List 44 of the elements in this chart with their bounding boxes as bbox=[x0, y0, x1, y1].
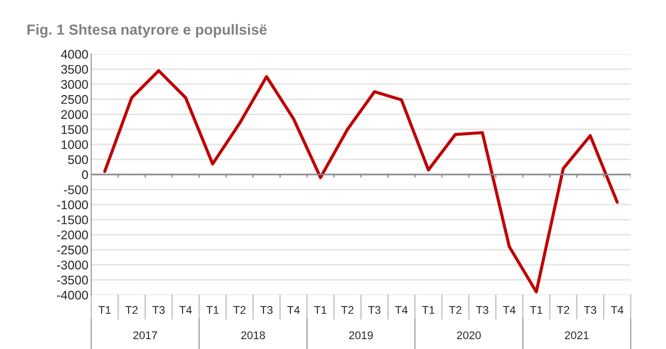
y-tick-label: -500 bbox=[64, 185, 88, 194]
text: 2017 bbox=[133, 331, 157, 340]
y-tick-label: -3500 bbox=[57, 276, 88, 285]
text: 2021 bbox=[564, 331, 589, 340]
x-tick-label: T2 bbox=[449, 306, 462, 314]
y-tick-label: -1000 bbox=[57, 200, 88, 210]
x-tick-label: T2 bbox=[557, 306, 570, 314]
chart-title: Fig. 1 Shtesa natyrore e popullsisë bbox=[27, 24, 267, 38]
x-tick-label: T3 bbox=[152, 306, 165, 314]
y-tick-label: 4000 bbox=[60, 50, 88, 59]
x-tick-label: T1 bbox=[206, 306, 219, 314]
y-tick-label: -3000 bbox=[57, 260, 88, 270]
x-tick-label: T2 bbox=[125, 306, 138, 314]
x-tick-label: T4 bbox=[503, 306, 516, 314]
y-tick-label: 0 bbox=[82, 170, 88, 180]
x-tick-label: T1 bbox=[422, 306, 434, 314]
x-tick-label: T4 bbox=[179, 306, 192, 314]
text: 2019 bbox=[349, 331, 373, 340]
x-tick-label: T2 bbox=[341, 306, 354, 314]
x-tick-label: T4 bbox=[610, 306, 624, 314]
y-tick-label: -4000 bbox=[57, 290, 88, 300]
text: 2020 bbox=[457, 331, 481, 340]
x-tick-label: T3 bbox=[476, 306, 488, 314]
x-tick-label: T2 bbox=[233, 306, 246, 314]
y-tick-label: 1000 bbox=[62, 140, 88, 150]
y-tick-label: -1500 bbox=[57, 215, 88, 224]
text: 2018 bbox=[241, 331, 265, 340]
x-tick-label: T1 bbox=[98, 306, 111, 314]
y-tick-label: 3000 bbox=[61, 80, 88, 89]
x-tick-label: T3 bbox=[584, 306, 596, 314]
x-tick-label: T1 bbox=[530, 306, 542, 314]
x-tick-label: T1 bbox=[314, 306, 326, 314]
y-tick-label: 500 bbox=[68, 155, 88, 164]
line-series bbox=[103, 69, 619, 294]
y-tick-label: 3500 bbox=[61, 64, 88, 74]
y-tick-label: -2500 bbox=[57, 246, 88, 254]
x-tick-label: T4 bbox=[287, 306, 300, 314]
y-tick-label: -2000 bbox=[57, 230, 88, 240]
y-tick-label: 1500 bbox=[62, 125, 88, 134]
y-tick-label: 2500 bbox=[61, 95, 88, 104]
y-tick-label: 2000 bbox=[61, 110, 88, 119]
x-tick-label: T4 bbox=[395, 306, 408, 314]
x-tick-label: T3 bbox=[260, 306, 273, 314]
x-tick-label: T3 bbox=[368, 306, 380, 314]
